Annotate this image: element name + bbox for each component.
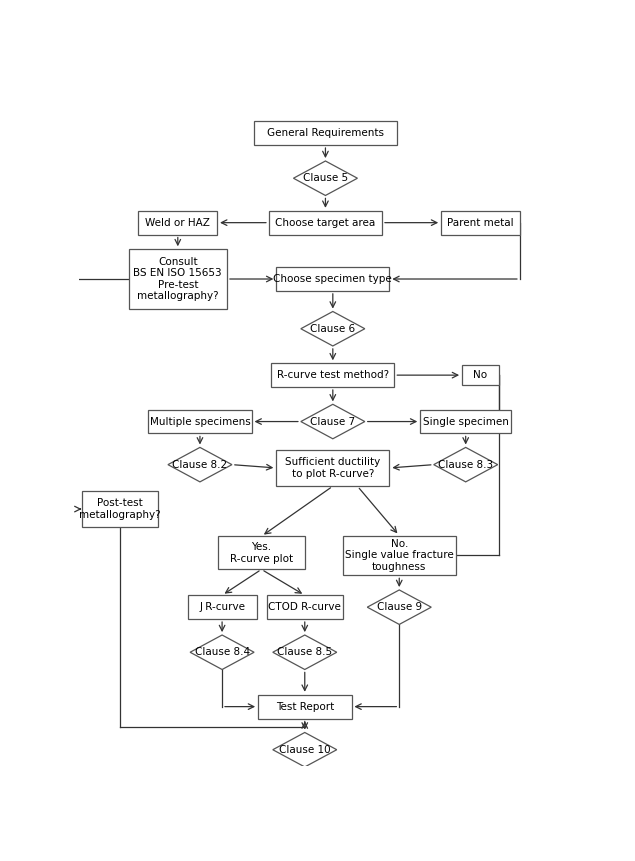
FancyBboxPatch shape — [276, 449, 389, 486]
FancyBboxPatch shape — [441, 211, 520, 234]
FancyBboxPatch shape — [276, 267, 389, 291]
Text: Choose specimen type: Choose specimen type — [274, 274, 392, 284]
Text: Clause 8.2: Clause 8.2 — [172, 460, 227, 469]
FancyBboxPatch shape — [149, 410, 251, 433]
Text: Post-test
metallography?: Post-test metallography? — [79, 499, 161, 520]
Text: Clause 8.3: Clause 8.3 — [438, 460, 493, 469]
FancyBboxPatch shape — [271, 363, 394, 387]
Text: Clause 8.5: Clause 8.5 — [277, 647, 332, 657]
Text: No: No — [474, 370, 488, 381]
Polygon shape — [293, 161, 358, 195]
Text: Test Report: Test Report — [276, 702, 334, 712]
FancyBboxPatch shape — [138, 211, 217, 234]
Text: Clause 6: Clause 6 — [311, 324, 356, 334]
Text: Parent metal: Parent metal — [447, 218, 514, 227]
Text: Clause 9: Clause 9 — [377, 602, 422, 612]
FancyBboxPatch shape — [420, 410, 511, 433]
FancyBboxPatch shape — [258, 695, 352, 719]
Text: Yes.
R-curve plot: Yes. R-curve plot — [230, 542, 293, 564]
Text: Sufficient ductility
to plot R-curve?: Sufficient ductility to plot R-curve? — [285, 457, 380, 479]
Text: R-curve test method?: R-curve test method? — [277, 370, 389, 381]
Text: J R-curve: J R-curve — [199, 602, 245, 612]
Text: Clause 8.4: Clause 8.4 — [194, 647, 250, 657]
Polygon shape — [168, 448, 232, 482]
Text: General Requirements: General Requirements — [267, 128, 384, 138]
Text: Weld or HAZ: Weld or HAZ — [145, 218, 210, 227]
FancyBboxPatch shape — [128, 249, 227, 309]
FancyBboxPatch shape — [269, 211, 382, 234]
Text: No.
Single value fracture
toughness: No. Single value fracture toughness — [345, 539, 453, 572]
Polygon shape — [434, 448, 498, 482]
FancyBboxPatch shape — [343, 536, 456, 575]
Polygon shape — [301, 405, 365, 439]
Polygon shape — [273, 635, 337, 670]
Text: Clause 10: Clause 10 — [279, 745, 331, 755]
FancyBboxPatch shape — [267, 595, 343, 619]
Text: Choose target area: Choose target area — [276, 218, 375, 227]
FancyBboxPatch shape — [218, 536, 305, 569]
Polygon shape — [190, 635, 254, 670]
FancyBboxPatch shape — [188, 595, 257, 619]
Text: Consult
BS EN ISO 15653
Pre-test
metallography?: Consult BS EN ISO 15653 Pre-test metallo… — [133, 257, 222, 301]
Text: Clause 7: Clause 7 — [311, 417, 356, 426]
Text: CTOD R-curve: CTOD R-curve — [269, 602, 341, 612]
FancyBboxPatch shape — [81, 491, 158, 527]
Text: Clause 5: Clause 5 — [303, 173, 348, 183]
Polygon shape — [273, 733, 337, 767]
FancyBboxPatch shape — [254, 121, 397, 146]
Text: Single specimen: Single specimen — [423, 417, 509, 426]
Text: Multiple specimens: Multiple specimens — [150, 417, 250, 426]
FancyBboxPatch shape — [462, 365, 499, 385]
Polygon shape — [301, 312, 365, 346]
Polygon shape — [367, 590, 431, 624]
